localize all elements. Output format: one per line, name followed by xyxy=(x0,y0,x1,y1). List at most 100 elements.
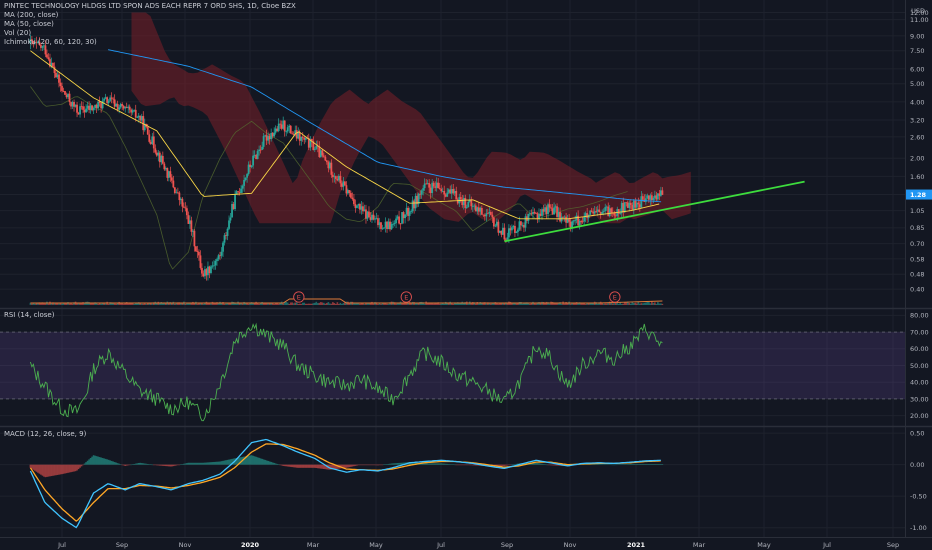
macd-hist-bar xyxy=(533,462,536,465)
volume-bar xyxy=(190,302,193,305)
candle-body xyxy=(509,228,512,231)
macd-hist-bar xyxy=(348,464,351,468)
macd-hist-bar xyxy=(593,464,596,465)
candle-body xyxy=(532,212,534,215)
price-tick-label: 0.58 xyxy=(910,255,924,263)
time-tick-label: Nov xyxy=(179,541,192,549)
rsi-fill xyxy=(0,332,905,399)
candle-body xyxy=(202,273,205,277)
macd-hist-bar xyxy=(450,464,453,465)
macd-hist-bar xyxy=(464,464,467,466)
macd-hist-bar xyxy=(447,464,450,465)
candle-body xyxy=(289,125,292,134)
macd-hist-bar xyxy=(80,464,83,467)
candle-body xyxy=(434,186,437,188)
volume-bar xyxy=(496,303,498,305)
macd-hist-bar xyxy=(259,458,262,465)
legend-ichimoku[interactable]: Ichimoku (20, 60, 120, 30) xyxy=(4,38,97,46)
macd-hist-bar xyxy=(137,462,140,465)
macd-hist-bar xyxy=(124,464,126,466)
volume-bar xyxy=(360,303,363,305)
macd-hist-bar xyxy=(341,464,343,469)
macd-hist-bar xyxy=(49,464,51,477)
volume-bar xyxy=(140,303,143,305)
macd-hist-bar xyxy=(139,462,142,465)
macd-hist-bar xyxy=(180,464,182,465)
last-price-label: 1.28 xyxy=(910,191,927,199)
macd-hist-bar xyxy=(148,464,151,465)
volume-bar xyxy=(79,302,81,305)
candle-body xyxy=(389,221,391,230)
candle-body xyxy=(459,197,462,200)
volume-bar xyxy=(119,302,122,305)
candle-body xyxy=(566,219,569,223)
volume-bar xyxy=(640,303,643,305)
legend-vol[interactable]: Vol (20) xyxy=(4,29,32,37)
macd-hist-bar xyxy=(446,463,449,465)
macd-hist-bar xyxy=(169,464,172,467)
candle-body xyxy=(295,130,298,139)
volume-bar xyxy=(553,302,555,305)
macd-hist-bar xyxy=(288,464,291,467)
earnings-marker-label: E xyxy=(613,294,617,302)
candle-body xyxy=(348,190,351,194)
candle-body xyxy=(644,198,647,202)
candle-body xyxy=(274,128,277,133)
macd-hist-bar xyxy=(43,464,45,477)
candle-body xyxy=(265,135,268,141)
macd-hist-bar xyxy=(362,464,364,466)
volume-bar xyxy=(437,302,439,305)
volume-bar xyxy=(97,303,99,305)
macd-title[interactable]: MACD (12, 26, close, 9) xyxy=(4,430,87,438)
legend-ma200[interactable]: MA (200, close) xyxy=(4,11,59,19)
macd-hist-bar xyxy=(657,464,659,465)
volume-bar xyxy=(68,303,71,305)
candle-body xyxy=(83,109,86,113)
candle-body xyxy=(196,251,199,253)
candle-body xyxy=(71,102,74,107)
candle-body xyxy=(140,116,143,121)
macd-hist-bar xyxy=(365,464,367,466)
rsi-title[interactable]: RSI (14, close) xyxy=(4,311,55,319)
candle-body xyxy=(446,192,449,197)
volume-bar xyxy=(453,302,456,305)
volume-bar xyxy=(569,303,572,305)
macd-hist-bar xyxy=(50,464,53,477)
volume-bar xyxy=(145,303,148,305)
candle-body xyxy=(271,132,274,137)
candle-body xyxy=(229,217,232,221)
macd-hist-bar xyxy=(44,464,47,478)
volume-bar xyxy=(514,302,516,305)
candle-body xyxy=(629,202,632,205)
volume-bar xyxy=(482,302,485,305)
candle-body xyxy=(34,41,36,44)
candle-body xyxy=(411,200,414,212)
macd-hist-bar xyxy=(614,464,617,466)
macd-hist-bar xyxy=(532,462,534,465)
volume-bar xyxy=(626,301,629,305)
macd-hist-bar xyxy=(595,464,597,465)
candle-body xyxy=(205,269,208,276)
macd-pane-bg xyxy=(0,427,905,537)
volume-bar xyxy=(517,302,519,305)
macd-hist-bar xyxy=(646,464,649,465)
volume-bar xyxy=(467,303,470,305)
macd-hist-bar xyxy=(61,464,63,475)
price-tick-label: 9.00 xyxy=(910,32,924,40)
candle-body xyxy=(571,221,574,229)
macd-hist-bar xyxy=(512,464,515,465)
legend-ma50[interactable]: MA (50, close) xyxy=(4,20,54,28)
volume-bar xyxy=(654,302,656,305)
candle-body xyxy=(164,167,167,170)
macd-hist-bar xyxy=(398,462,400,465)
volume-bar xyxy=(583,302,585,305)
macd-hist-bar xyxy=(286,464,289,467)
rsi-tick-label: 20.00 xyxy=(910,412,929,420)
macd-hist-bar xyxy=(613,464,616,466)
macd-hist-bar xyxy=(596,464,599,465)
volume-bar xyxy=(177,302,179,305)
volume-bar xyxy=(73,302,75,305)
candle-body xyxy=(595,211,598,213)
